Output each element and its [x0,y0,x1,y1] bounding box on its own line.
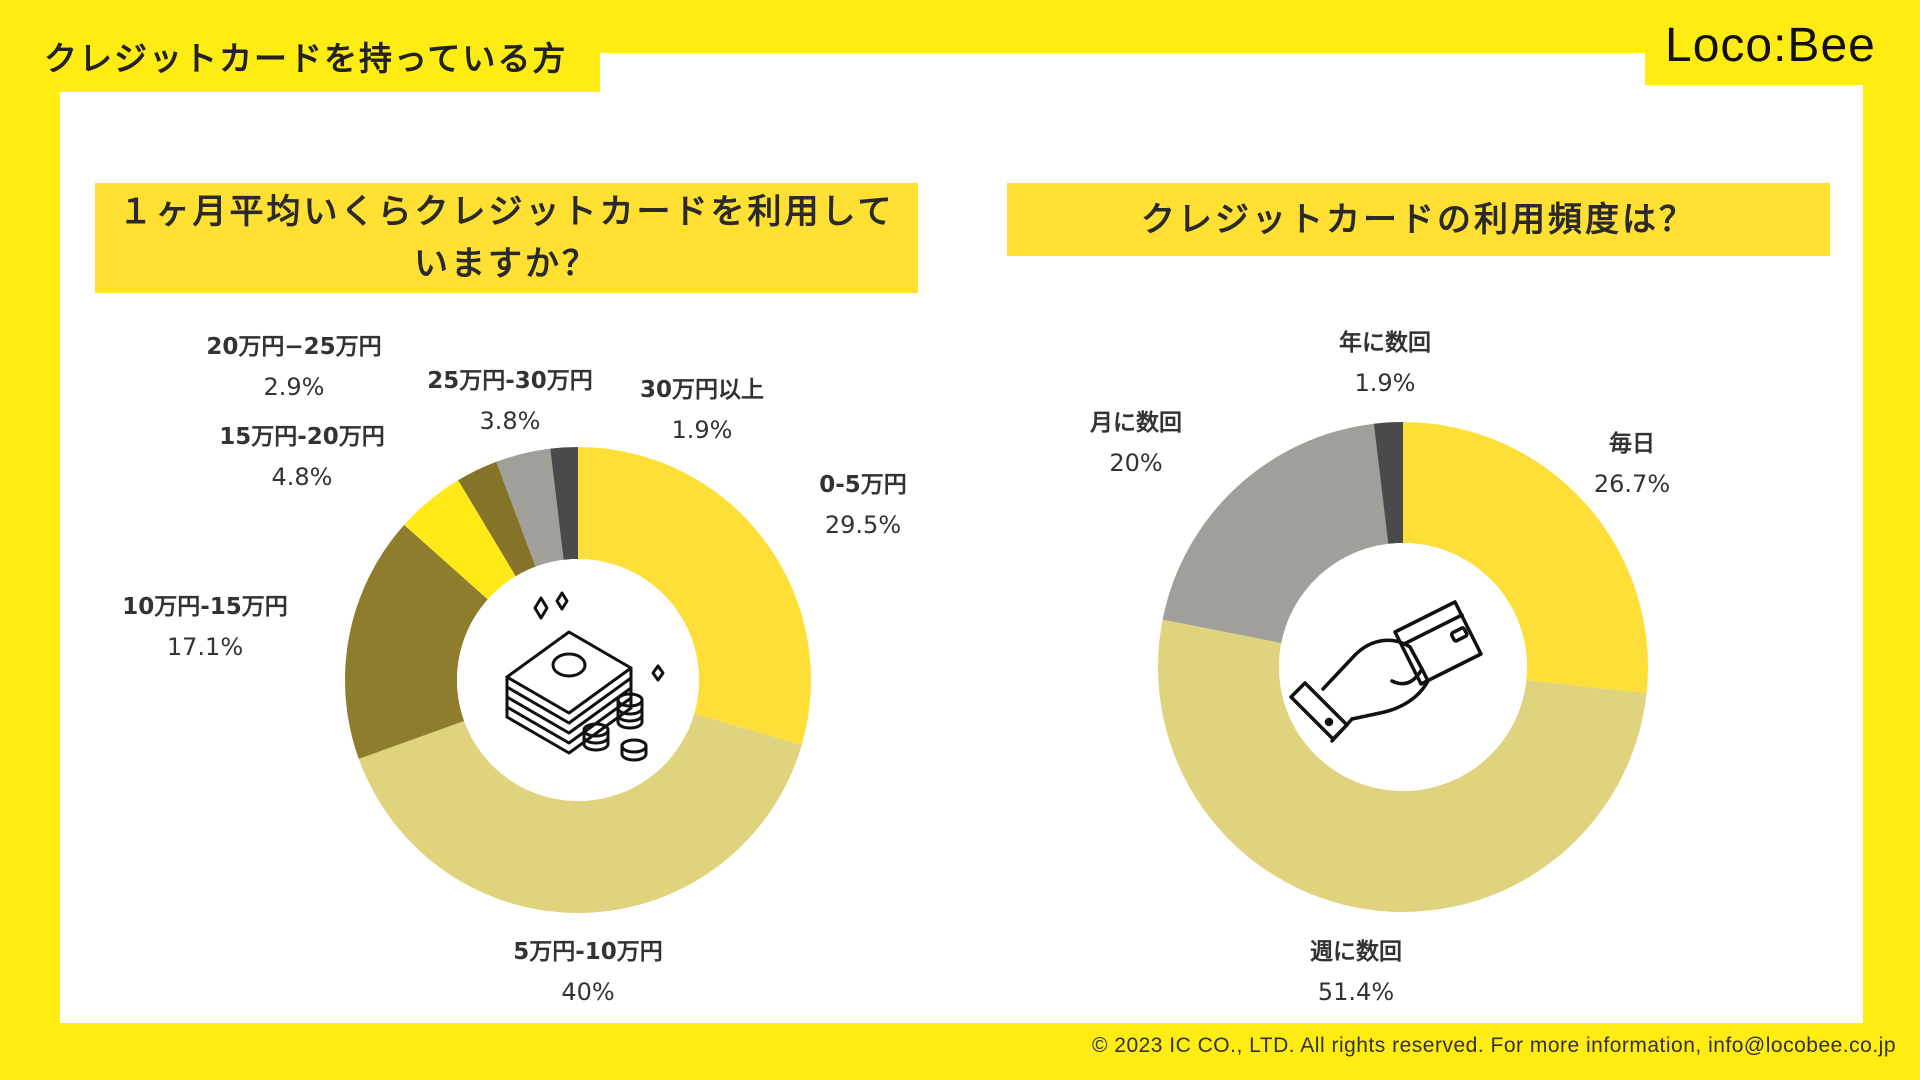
monthly-spend-slice-5 [496,448,564,567]
usage-frequency-slice-3 [1373,422,1403,544]
copyright-footer: © 2023 IC CO., LTD. All rights reserved.… [1091,1034,1896,1057]
monthly-spend-slice-1 [358,713,802,914]
monthly-spend-slice-3 [404,480,516,600]
label-daily: 毎日 26.7% [1593,431,1671,498]
label-10-15man: 10万円-15万円 17.1% [122,594,288,661]
monthly-spend-center-hole [457,559,699,801]
label-15-20man: 15万円-20万円 4.8% [219,424,385,491]
label-weekly: 週に数回 51.4% [1310,939,1402,1006]
label-0-5man: 0-5万円 29.5% [819,472,907,539]
monthly-spend-slice-4 [458,461,536,577]
label-monthly: 月に数回 20% [1090,410,1182,477]
label-30man-over: 30万円以上 1.9% [639,377,765,444]
label-20-25man: 20万円−25万円 2.9% [206,334,382,401]
label-5-10man: 5万円-10万円 40% [513,939,663,1006]
usage-frequency-slice-1 [1157,619,1647,913]
usage-frequency-slice-2 [1162,423,1389,643]
label-25-30man: 25万円-30万円 3.8% [427,368,593,435]
page-title: クレジットカードを持っている方 [0,0,600,92]
label-yearly: 年に数回 1.9% [1339,330,1431,397]
monthly-spend-slice-0 [578,447,811,746]
usage-frequency-slice-0 [1403,422,1648,694]
question-2-title: クレジットカードの利用頻度は？ [1007,183,1830,256]
monthly-spend-slice-6 [550,447,578,560]
money-stack-icon [505,591,665,762]
hand-card-icon [1289,600,1483,743]
monthly-spend-slice-2 [344,524,488,759]
donut-chart-usage-frequency [1157,422,1648,913]
donut-chart-monthly-spend [344,447,811,914]
locobee-logo: Loco:Bee [1665,19,1876,72]
usage-frequency-center-hole [1279,543,1527,791]
logo-box: Loco:Bee [1645,0,1920,85]
question-1-title: １ヶ月平均いくらクレジットカードを利用していますか？ [95,183,918,293]
